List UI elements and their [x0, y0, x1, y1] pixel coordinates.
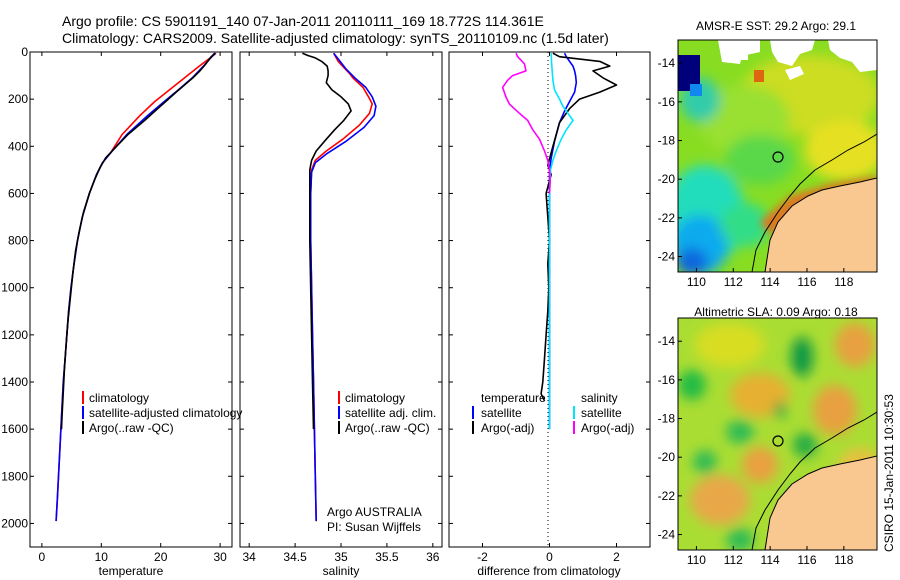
- map-y-tick-label: -14: [658, 56, 676, 70]
- map-x-tick-label: 110: [687, 553, 706, 567]
- map-x-tick-label: 114: [761, 275, 780, 289]
- y-tick-label: 200: [8, 92, 28, 106]
- sla-land: [764, 455, 877, 550]
- series-line-argo-raw-qc-: [60, 52, 216, 430]
- y-tick-label: 2000: [1, 516, 28, 530]
- x-tick-label: 0: [39, 550, 46, 564]
- sla-map-title: Altimetric SLA: 0.09 Argo: 0.18: [694, 305, 858, 319]
- map-x-tick-label: 112: [724, 553, 743, 567]
- sst-map: [678, 40, 877, 272]
- map-x-tick-label: 114: [761, 553, 780, 567]
- map-x-tick-label: 110: [687, 275, 706, 289]
- temperature-legend: climatology satellite-adjusted climatolo…: [82, 391, 242, 435]
- y-tick-label: 1800: [1, 469, 28, 483]
- x-tick-label: 34: [243, 550, 257, 564]
- creation-stamp: CSIRO 15-Jan-2011 10:30:53: [882, 394, 896, 552]
- map-y-tick-label: -22: [658, 489, 676, 503]
- difference-legend: temperature satellite Argo(-adj) salinit…: [472, 391, 634, 435]
- series-line-satellite-adjusted-climatology: [55, 52, 216, 522]
- difference-axis-label: difference from climatology: [477, 564, 620, 578]
- map-y-tick-label: -14: [658, 334, 676, 348]
- legend-label-temp-satellite: satellite: [481, 406, 522, 420]
- series-line-climatology: [55, 52, 217, 522]
- x-tick-label: 30: [213, 550, 227, 564]
- series-line-salinity-argo-adj-: [501, 52, 552, 194]
- salinity-axis-label: salinity: [323, 564, 360, 578]
- series-line-temperature-argo-adj-: [540, 52, 618, 402]
- legend-label-sal-argo: Argo(-adj): [581, 421, 634, 435]
- figure-title-line2: Climatology: CARS2009. Satellite-adjuste…: [62, 30, 609, 46]
- salinity-panel-frame: [239, 51, 443, 548]
- series-line-temperature-satellite: [548, 52, 578, 430]
- x-tick-label: 0: [546, 550, 553, 564]
- x-tick-label: 2: [613, 550, 620, 564]
- map-x-tick-label: 112: [724, 275, 743, 289]
- legend-label-argo: Argo(..raw -QC): [89, 421, 174, 435]
- map-x-tick-label: 116: [797, 275, 816, 289]
- map-y-tick-label: -18: [658, 412, 676, 426]
- map-x-tick-label: 118: [834, 275, 853, 289]
- sst-color-field: [678, 55, 877, 272]
- y-tick-label: 1400: [1, 375, 28, 389]
- map-y-tick-label: -24: [658, 528, 676, 542]
- sst-argo-position-marker: [772, 151, 784, 163]
- temperature-axis-label: temperature: [99, 564, 164, 578]
- difference-lines: [501, 52, 618, 430]
- sst-map-frame: [677, 39, 878, 273]
- temperature-panel-frame: [29, 51, 233, 548]
- y-tick-label: 1600: [1, 422, 28, 436]
- argo-program-label: Argo AUSTRALIA: [327, 505, 422, 519]
- series-line-salinity-satellite: [548, 53, 574, 430]
- map-axis-ticks: 110 112 114 116 118 -14 -16 -18 -20 -22 -24 110 112 1…: [658, 56, 854, 567]
- legend-title-salinity: salinity: [581, 391, 618, 405]
- series-line-argo-raw-qc-: [302, 52, 352, 430]
- legend-label-climatology: climatology: [345, 391, 405, 405]
- map-y-tick-label: -20: [658, 450, 676, 464]
- map-y-tick-label: -16: [658, 95, 676, 109]
- y-tick-label: 1000: [1, 281, 28, 295]
- legend-label-satellite: satellite-adjusted climatology: [89, 406, 242, 420]
- y-tick-label: 400: [8, 139, 28, 153]
- temperature-lines: [55, 52, 217, 522]
- map-x-tick-label: 116: [797, 553, 816, 567]
- map-x-tick-label: 118: [834, 553, 853, 567]
- x-tick-label: 34.5: [283, 550, 307, 564]
- axis-ticks: 0 10 20 30020040060080010001200140016001800…: [1, 45, 650, 564]
- sst-map-title: AMSR-E SST: 29.2 Argo: 29.1: [696, 19, 856, 33]
- x-tick-label: 10: [95, 550, 109, 564]
- sla-map-frame: [677, 317, 878, 551]
- x-tick-label: 20: [154, 550, 168, 564]
- legend-label-satellite: satellite adj. clim.: [345, 406, 436, 420]
- map-y-tick-label: -20: [658, 172, 676, 186]
- x-tick-label: 35: [334, 550, 348, 564]
- sst-land: [764, 177, 877, 272]
- sla-argo-position-marker: [772, 435, 784, 447]
- y-tick-label: 1200: [1, 328, 28, 342]
- series-line-satellite-adj-clim-: [309, 52, 377, 522]
- x-tick-label: 36: [426, 550, 440, 564]
- map-y-tick-label: -24: [658, 250, 676, 264]
- map-y-tick-label: -22: [658, 211, 676, 225]
- legend-label-temp-argo: Argo(-adj): [481, 421, 534, 435]
- sst-missing-data: [678, 40, 877, 96]
- salinity-legend: climatology satellite adj. clim. Argo(..…: [327, 391, 436, 534]
- y-tick-label: 600: [8, 186, 28, 200]
- x-tick-label: 35.5: [375, 550, 399, 564]
- legend-label-argo: Argo(..raw -QC): [345, 421, 430, 435]
- legend-label-climatology: climatology: [89, 391, 149, 405]
- legend-title-temperature: temperature: [481, 391, 546, 405]
- y-tick-label: 0: [21, 45, 28, 59]
- map-y-tick-label: -18: [658, 134, 676, 148]
- y-tick-label: 800: [8, 234, 28, 248]
- x-tick-label: -2: [477, 550, 488, 564]
- argo-pi-label: PI: Susan Wijffels: [327, 520, 421, 534]
- figure-title-line1: Argo profile: CS 5901191_140 07-Jan-2011…: [62, 13, 544, 29]
- sla-map: [678, 318, 877, 550]
- salinity-lines: [302, 52, 377, 522]
- map-y-tick-label: -16: [658, 373, 676, 387]
- sst-depth-contour: [751, 133, 877, 272]
- legend-label-sal-satellite: satellite: [581, 406, 622, 420]
- sla-depth-contour: [751, 411, 877, 550]
